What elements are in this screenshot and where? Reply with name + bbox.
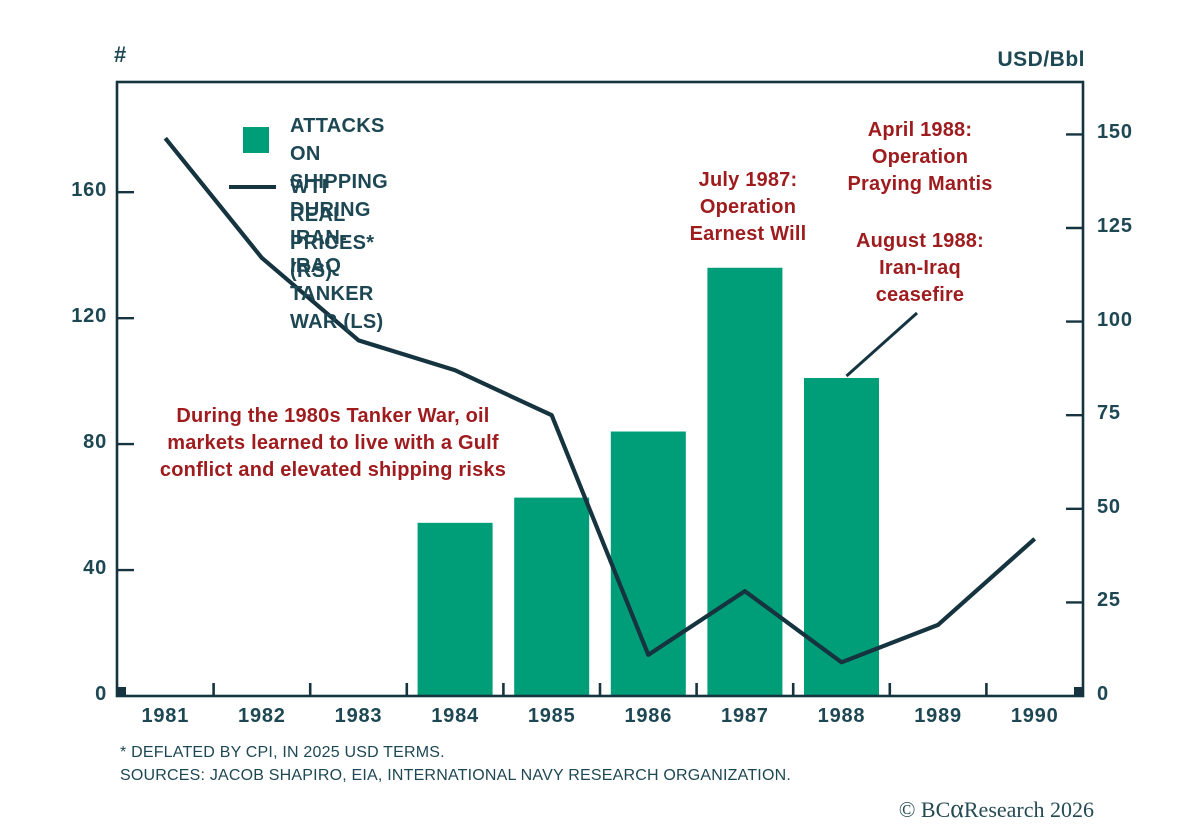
x-axis-year-label-1985: 1985	[527, 705, 576, 727]
x-axis-year-label-1989: 1989	[914, 705, 962, 727]
right-axis-tick-label-50: 50	[1097, 495, 1121, 518]
copyright-suffix: Research 2026	[963, 797, 1094, 822]
bar-1984	[417, 522, 493, 696]
copyright-prefix: © BC	[898, 797, 951, 822]
bar-1985	[514, 497, 590, 696]
x-axis-year-label-1986: 1986	[624, 705, 673, 727]
right-axis-tick-label-150: 150	[1097, 121, 1133, 144]
x-axis-year-label-1982: 1982	[238, 705, 286, 727]
left-axis-unit-label: #	[114, 42, 127, 67]
right-axis-tick-label-75: 75	[1097, 402, 1121, 425]
wti-real-prices-line	[163, 136, 1037, 665]
legend-bar-swatch-icon	[243, 127, 269, 153]
x-axis-year-label-1990: 1990	[1010, 705, 1059, 727]
x-axis-year-label-1987: 1987	[721, 705, 769, 727]
legend-line-label: WTI REAL PRICES* (RS)	[290, 176, 375, 282]
legend-bar-label: ATTACKS ON SHIPPING DURING IRAN-IRAQ TAN…	[290, 115, 388, 333]
right-axis-tick-label-0: 0	[1097, 683, 1109, 705]
right-axis-tick-label-25: 25	[1097, 589, 1121, 612]
copyright-bca-research: © BC α Research 2026	[899, 796, 1094, 823]
annotation-tanker-war-note: During the 1980s Tanker War, oil markets…	[159, 405, 507, 481]
left-axis-tick-label-80: 80	[83, 431, 107, 454]
annotation-july-1987-earnest-will: July 1987: Operation Earnest Will	[689, 169, 807, 245]
x-axis-year-label-1981: 1981	[141, 705, 190, 727]
left-axis-tick-label-0: 0	[95, 683, 107, 705]
legend-line-swatch-icon	[229, 185, 276, 189]
footnote-deflator: * DEFLATED BY CPI, IN 2025 USD TERMS.	[120, 744, 445, 761]
right-axis-tick-label-100: 100	[1097, 308, 1133, 331]
corner-accent-left	[117, 687, 126, 696]
left-axis-tick-label-40: 40	[83, 557, 107, 580]
bar-1987	[707, 267, 783, 696]
x-axis-year-label-1984: 1984	[431, 705, 479, 727]
left-axis-tick-label-160: 160	[71, 179, 107, 202]
annotation-april-1988-praying-mantis: April 1988: Operation Praying Mantis	[847, 119, 993, 195]
corner-accent-right	[1074, 687, 1083, 696]
right-axis-unit-label: USD/Bbl	[997, 48, 1085, 71]
x-axis-year-label-1983: 1983	[334, 705, 383, 727]
x-axis-year-label-1988: 1988	[817, 705, 866, 727]
bar-1988	[804, 377, 879, 696]
footnote-sources: SOURCES: JACOB SHAPIRO, EIA, INTERNATION…	[120, 767, 791, 784]
copyright-alpha-glyph: α	[950, 794, 964, 823]
annotation-august-1988-ceasefire: August 1988: Iran-Iraq ceasefire	[856, 230, 984, 306]
callout-line-august-1988	[845, 311, 918, 378]
left-axis-tick-label-120: 120	[71, 305, 107, 328]
right-axis-tick-label-125: 125	[1097, 215, 1133, 237]
